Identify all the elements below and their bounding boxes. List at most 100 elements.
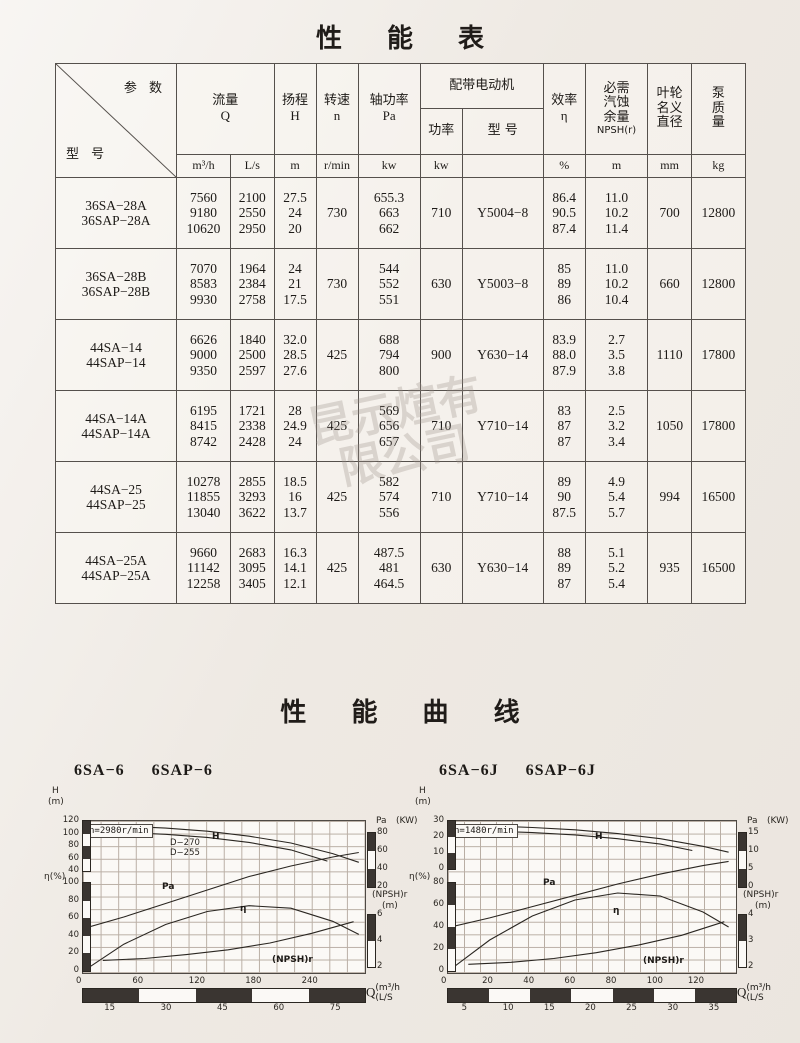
header-efficiency: 效率 η (542, 63, 586, 155)
value: 1964 (238, 261, 266, 277)
value: 16.3 (283, 545, 307, 561)
unit-speed: r/min (315, 154, 359, 178)
cell-model: 36SA−28B 36SAP−28B (55, 248, 177, 320)
x-unit-top: (m³/h (746, 983, 772, 993)
x-tick-ls: 75 (329, 1003, 341, 1013)
axis-label: (NPSH)r (372, 890, 408, 900)
unit-motor-power: kw (419, 154, 463, 178)
value: 14.1 (283, 560, 307, 576)
axis-tick: 30 (433, 815, 444, 825)
value: 3.8 (608, 362, 625, 378)
value: 551 (378, 291, 400, 307)
model-name: 36SA−28B (85, 268, 147, 284)
header-head-symbol: H (290, 108, 300, 123)
curve-label: η (240, 904, 247, 914)
value: 2550 (238, 205, 266, 221)
value: 574 (378, 489, 400, 505)
value: 13.7 (283, 504, 307, 520)
x-tick-m3h: 120 (687, 976, 705, 986)
value: 2500 (238, 347, 266, 363)
cell-shaft-power: 569 656 657 (357, 390, 421, 462)
value: 27.6 (283, 362, 307, 378)
axis-tick: 4 (377, 935, 383, 945)
header-speed: 转速 n (315, 63, 359, 155)
value: 87.5 (552, 504, 577, 520)
value: 663 (378, 205, 400, 221)
header-efficiency-name: 效率 (551, 93, 578, 109)
axis-label: (NPSH)r (743, 890, 779, 900)
header-shaft-power-name: 轴功率 (369, 93, 409, 109)
value: 20 (288, 220, 302, 236)
value: 24 (288, 433, 302, 449)
curve-label: H (595, 832, 603, 842)
header-flow-name: 流量 (212, 93, 239, 109)
cell-flow-m3h: 7070 8583 9930 (175, 248, 232, 320)
cell-model: 44SA−25A 44SAP−25A (55, 532, 177, 604)
value: 87 (557, 418, 571, 434)
performance-chart-right: 6SA−6J 6SAP−6J n=1480r/min H (m) 30 20 10 0 η(%… (405, 762, 789, 1013)
header-mass-line1: 泵 (711, 86, 725, 102)
axis-scale-bar (82, 820, 91, 872)
curve-label: H (212, 832, 220, 842)
unit-motor-model (461, 154, 544, 178)
cell-speed: 425 (315, 319, 359, 391)
x-tick-m3h: 60 (132, 976, 144, 986)
header-speed-symbol: n (333, 108, 341, 123)
value: 10620 (186, 220, 221, 236)
value: 3293 (238, 489, 266, 505)
cell-npsh: 11.0 10.2 10.4 (584, 248, 649, 320)
axis-tick: 0 (73, 965, 79, 975)
curve-label: (NPSH)r (272, 955, 313, 965)
value: 3.4 (608, 433, 625, 449)
header-motor-model: 型 号 (461, 108, 544, 155)
cell-pump-mass: 16500 (690, 532, 747, 604)
axis-tick: 60 (377, 845, 388, 855)
cell-pump-mass: 16500 (690, 461, 747, 533)
x-tick-ls: 10 (502, 1003, 514, 1013)
value: 87.4 (552, 220, 577, 236)
axis-tick: 10 (748, 845, 759, 855)
value: 9350 (190, 362, 217, 378)
table-units-row: m³/h L/s m r/min kw kw % m mm kg (56, 154, 747, 178)
chart-right-model-1: 6SA−6J (439, 762, 499, 779)
cell-impeller-diameter: 700 (647, 177, 692, 249)
axis-label: H (52, 786, 59, 796)
x-tick-ls: 45 (217, 1003, 228, 1013)
value: 688 (378, 332, 400, 348)
value: 794 (378, 347, 400, 363)
value: 21 (288, 276, 302, 292)
cell-motor-power: 710 (419, 390, 463, 462)
model-name: 36SAP−28A (81, 213, 151, 228)
axis-scale-bar (738, 832, 747, 888)
chart-left-model-1: 6SA−6 (74, 762, 125, 779)
curve-label: Pa (543, 878, 556, 888)
unit-mass: kg (690, 154, 747, 178)
curve-Pa (447, 860, 729, 929)
table-header-row-1: 参 数 型 号 流量 Q 扬程 H 转速 n 轴功率 Pa (55, 62, 747, 178)
cell-motor-model: Y5004−8 (461, 177, 544, 249)
unit-impeller: mm (647, 154, 692, 178)
cell-motor-power: 710 (419, 177, 463, 249)
curve-eta (82, 905, 360, 972)
value: 5.4 (608, 575, 625, 591)
table-row: 44SA−14 44SAP−14 6626 9000 9350 1840 2500 2597 3… (55, 319, 747, 391)
axis-tick: 15 (748, 827, 759, 837)
x-tick-m3h: 60 (564, 976, 576, 986)
axis-tick: 20 (433, 943, 444, 953)
axis-tick: 20 (377, 881, 388, 891)
axis-tick: 20 (68, 947, 79, 958)
axis-scale-bar (367, 832, 376, 888)
cell-motor-model: Y630−14 (461, 532, 544, 604)
unit-efficiency: % (542, 154, 586, 178)
chart-right-plot: n=1480r/min H (m) 30 20 10 0 η(%) 80 60 40 20 0 Pa (KW… (405, 786, 789, 1013)
cell-flow-m3h: 7560 9180 10620 (175, 177, 232, 249)
value: 32.0 (283, 332, 307, 348)
axis-scale-bar (738, 914, 747, 968)
value: 2950 (238, 220, 266, 236)
header-npsh-line1: 必需 (603, 80, 630, 96)
value: 8583 (190, 276, 217, 292)
x-tick-m3h: 100 (646, 976, 663, 986)
table-corner-header: 参 数 型 号 (55, 63, 177, 178)
header-motor-power: 功率 (419, 108, 463, 155)
value: 481 (378, 560, 400, 576)
